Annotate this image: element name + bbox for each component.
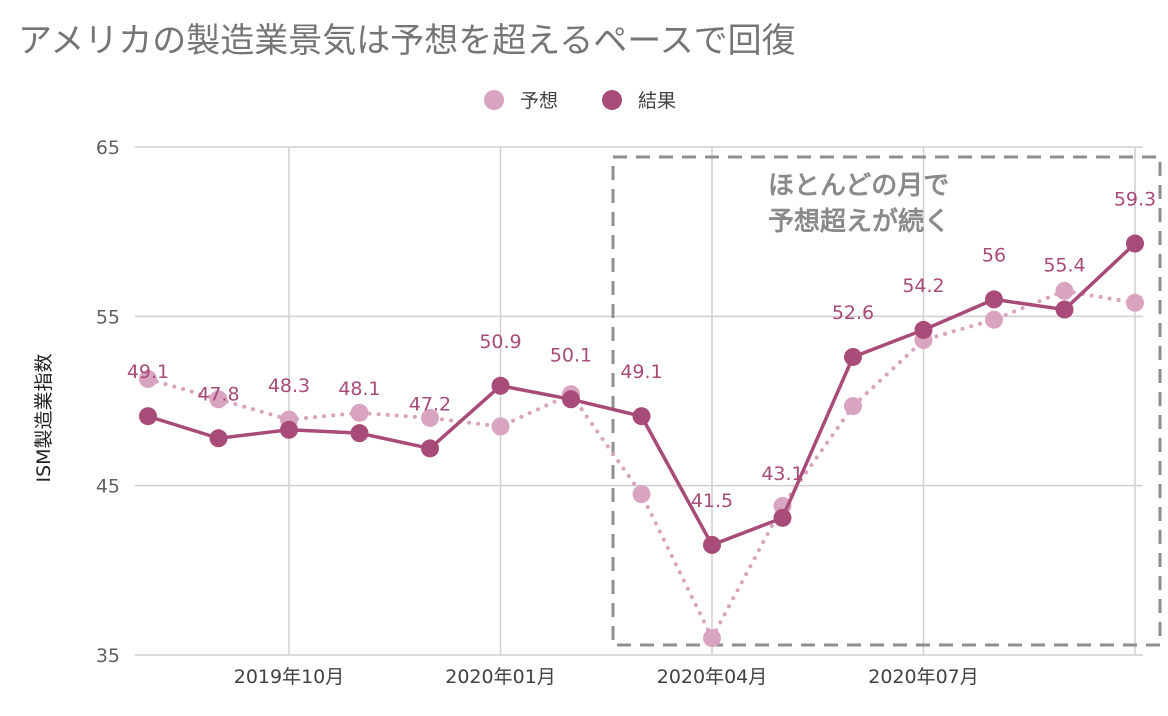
y-tick-label: 35 [96, 645, 120, 667]
forecast-point [985, 310, 1003, 329]
y-ticks: 35 45 55 65 [96, 137, 120, 667]
actual-point [985, 290, 1003, 309]
data-label: 47.8 [197, 383, 239, 405]
series-layer [139, 234, 1144, 648]
forecast-point [1055, 281, 1074, 300]
actual-point [280, 420, 298, 439]
x-tick-label: 2019年10月 [234, 666, 345, 688]
data-label: 47.2 [409, 393, 451, 415]
forecast-point [1126, 293, 1144, 312]
actual-point [350, 424, 369, 443]
y-axis-label: ISM製造業指数 [33, 353, 55, 482]
legend-label-forecast: 予想 [520, 90, 558, 112]
x-tick-label: 2020年07月 [868, 666, 979, 688]
data-label: 54.2 [902, 275, 944, 297]
data-label: 59.3 [1114, 189, 1156, 211]
forecast-point [844, 397, 862, 416]
y-tick-label: 55 [96, 306, 120, 328]
data-label: 48.3 [268, 375, 310, 397]
actual-point [491, 376, 510, 395]
annotation-line-2: 予想超えが続く [768, 206, 950, 237]
data-label: 52.6 [832, 302, 874, 324]
actual-point [1055, 300, 1074, 319]
actual-point [844, 347, 862, 366]
data-label: 41.5 [691, 490, 733, 512]
highlight-box [611, 155, 1162, 647]
actual-point [209, 429, 228, 448]
x-tick-label: 2020年01月 [445, 666, 556, 688]
actual-point [1126, 234, 1144, 253]
x-tick-label: 2020年04月 [657, 666, 768, 688]
forecast-point [139, 369, 157, 388]
actual-point [421, 439, 439, 458]
data-label: 56 [982, 244, 1006, 266]
forecast-point [703, 629, 721, 648]
forecast-point [421, 408, 439, 427]
legend-label-actual: 結果 [638, 90, 676, 112]
data-label: 48.1 [338, 378, 380, 400]
forecast-point [491, 417, 510, 436]
data-labels: 49.1 47.8 48.3 48.1 47.2 50.9 50.1 49.1 41.5 43.1… [127, 189, 1156, 512]
data-label: 49.1 [127, 361, 169, 383]
x-ticks: 2019年10月 2020年01月 2020年04月 2020年07月 [234, 666, 979, 688]
annotation-line-1: ほとんどの月で [768, 171, 949, 201]
actual-point [139, 407, 157, 426]
grid [135, 146, 1143, 656]
chart-title: アメリカの製造業景気は予想を超えるペースで回復 [18, 21, 796, 61]
actual-point [562, 390, 580, 409]
y-tick-label: 45 [96, 476, 120, 498]
data-label: 49.1 [620, 361, 662, 383]
y-tick-label: 65 [96, 137, 120, 159]
data-label: 50.1 [550, 344, 592, 366]
data-label: 43.1 [761, 463, 803, 485]
forecast-point [632, 485, 651, 504]
data-label: 50.9 [479, 331, 521, 353]
forecast-line [146, 288, 1137, 641]
actual-point [773, 508, 792, 527]
actual-point [914, 320, 933, 339]
forecast-point [209, 390, 228, 409]
data-label: 55.4 [1043, 255, 1085, 277]
legend-marker-forecast [484, 90, 504, 110]
actual-point [632, 407, 651, 426]
actual-point [703, 535, 721, 554]
forecast-point [350, 403, 369, 422]
legend-marker-actual [602, 90, 622, 110]
legend: 予想 結果 [484, 90, 676, 112]
